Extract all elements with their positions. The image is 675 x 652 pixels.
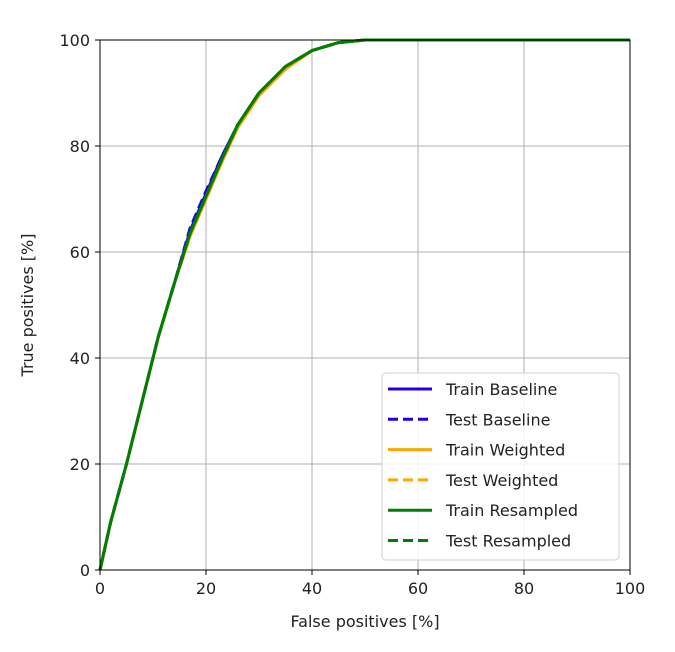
legend-label: Train Baseline: [445, 380, 557, 399]
x-tick-label: 40: [302, 579, 322, 598]
x-tick-label: 0: [95, 579, 105, 598]
plot-frame: [99, 39, 631, 571]
axis-ticks: 0 20 40 60 80 100 0 20 40 60 80 100: [59, 31, 645, 598]
y-tick-label: 0: [80, 561, 90, 580]
legend-box: [381, 372, 620, 561]
legend-label: Train Weighted: [445, 441, 565, 460]
y-tick-label: 40: [70, 349, 90, 368]
legend-label: Test Baseline: [445, 410, 550, 429]
legend: Train Baseline Test Baseline Train Weighte…: [381, 372, 620, 561]
y-tick-label: 20: [70, 455, 90, 474]
x-axis-label: False positives [%]: [290, 612, 439, 631]
legend-label: Train Resampled: [445, 501, 578, 520]
x-tick-label: 100: [615, 579, 646, 598]
y-tick-label: 80: [70, 137, 90, 156]
x-tick-label: 60: [408, 579, 428, 598]
legend-label: Test Weighted: [445, 471, 558, 490]
x-tick-label: 20: [196, 579, 216, 598]
y-tick-label: 60: [70, 243, 90, 262]
y-axis-label: True positives [%]: [18, 234, 37, 378]
y-tick-label: 100: [59, 31, 90, 50]
legend-label: Test Resampled: [445, 532, 571, 551]
x-tick-label: 80: [514, 579, 534, 598]
